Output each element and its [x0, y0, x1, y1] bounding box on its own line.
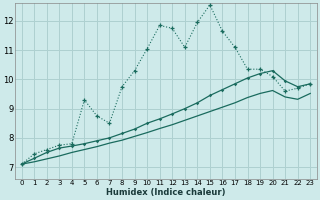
X-axis label: Humidex (Indice chaleur): Humidex (Indice chaleur)	[106, 188, 226, 197]
